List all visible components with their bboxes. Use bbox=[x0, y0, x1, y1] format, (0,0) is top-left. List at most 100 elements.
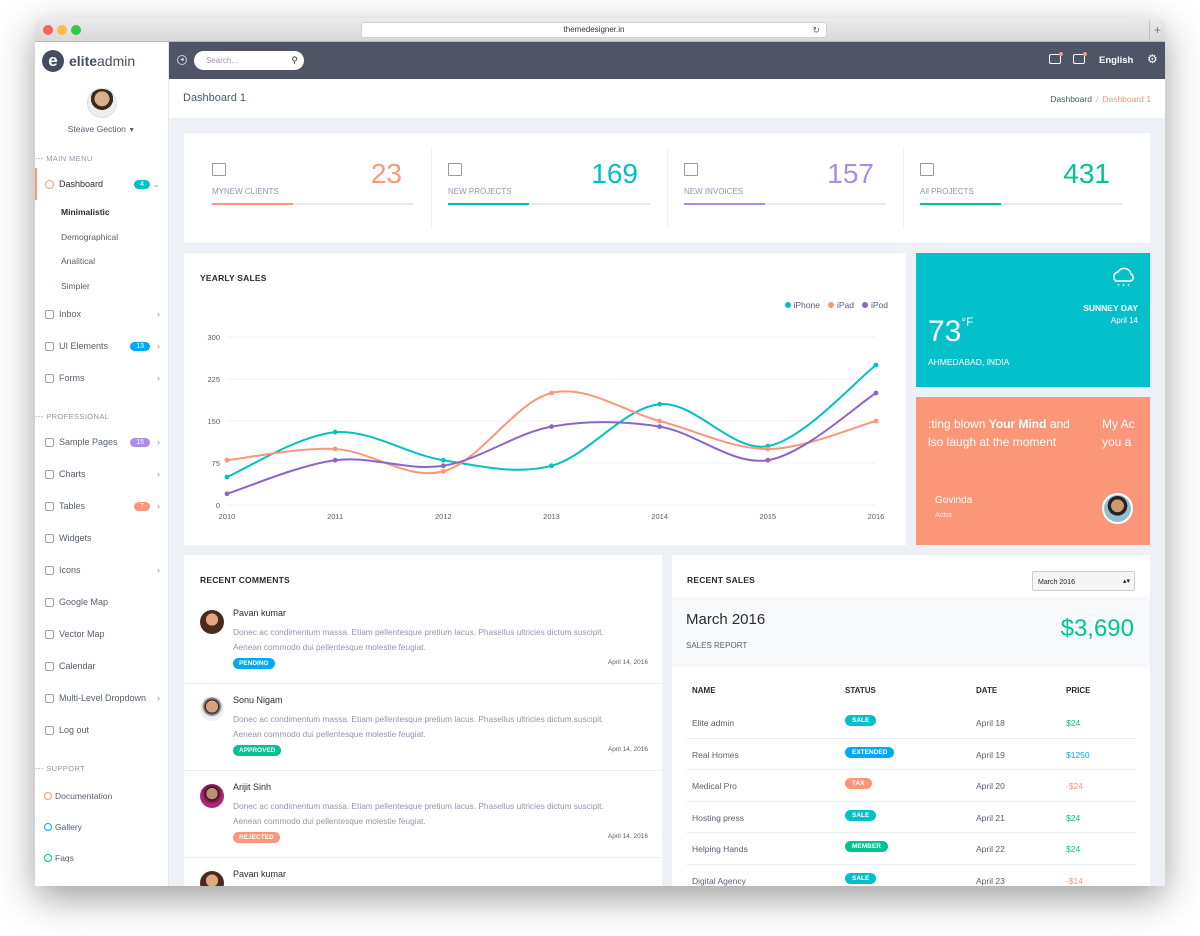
sidebar-item-forms[interactable]: Forms › bbox=[35, 362, 168, 394]
sidebar-item-ui-elements[interactable]: UI Elements 13 › bbox=[35, 330, 168, 362]
chart-legend: iPhone iPad iPod bbox=[784, 300, 888, 310]
sidebar-item-documentation[interactable]: Documentation bbox=[35, 780, 168, 811]
user-menu[interactable]: Steave Gection ▼ bbox=[67, 124, 136, 134]
stat-value: 157 bbox=[827, 158, 874, 189]
map-pin-icon bbox=[45, 629, 54, 639]
sidebar-item-tables[interactable]: Tables 7 › bbox=[35, 490, 168, 522]
stat-progress bbox=[920, 203, 1001, 205]
weather-temp: 73°F bbox=[928, 315, 974, 348]
weather-date: April 14 bbox=[1110, 316, 1138, 325]
reload-icon[interactable]: ↻ bbox=[812, 25, 820, 35]
forms-icon bbox=[45, 373, 54, 383]
col-header-status[interactable]: STATUS bbox=[845, 686, 876, 695]
x-tick-label: 2010 bbox=[219, 512, 236, 521]
sidebar-item-calendar[interactable]: Calendar bbox=[35, 650, 168, 682]
gear-icon[interactable]: ⚙ bbox=[1147, 52, 1158, 66]
y-tick-label: 75 bbox=[212, 459, 220, 468]
sidebar-item-multi-level[interactable]: Multi-Level Dropdown › bbox=[35, 682, 168, 714]
data-point-ipod bbox=[440, 463, 446, 469]
clipboard-icon bbox=[448, 163, 462, 176]
close-window-button[interactable] bbox=[43, 25, 53, 35]
stat-all-projects: All PROJECTS 431 bbox=[892, 133, 1128, 243]
legend-iphone[interactable]: iPhone bbox=[784, 300, 820, 310]
tables-icon bbox=[45, 501, 54, 511]
layers-icon bbox=[45, 693, 54, 703]
sidebar-item-dashboard[interactable]: Dashboard 4 ⌄ bbox=[35, 168, 168, 200]
y-tick-label: 0 bbox=[216, 501, 220, 510]
col-header-date[interactable]: DATE bbox=[976, 686, 998, 695]
sidebar-item-google-map[interactable]: Google Map bbox=[35, 586, 168, 618]
stat-value: 169 bbox=[591, 158, 638, 189]
section-main-menu: MAIN MENU bbox=[35, 154, 168, 164]
sidebar-sub-simpler[interactable]: Simpler bbox=[61, 280, 90, 291]
table-row[interactable]: Real Homes EXTENDED April 19 $1250 bbox=[686, 739, 1136, 770]
comment-item: Pavan kumar Donec ac condimentum massa. … bbox=[184, 597, 662, 684]
table-row[interactable]: Helping Hands MEMBER April 22 $24 bbox=[686, 833, 1136, 865]
avatar bbox=[200, 697, 224, 721]
sidebar-item-vector-map[interactable]: Vector Map bbox=[35, 618, 168, 650]
mail-icon[interactable] bbox=[1049, 52, 1063, 64]
sale-date: April 22 bbox=[976, 844, 1005, 854]
chevron-right-icon: › bbox=[157, 565, 160, 575]
sale-price: $1250 bbox=[1066, 749, 1090, 760]
table-row[interactable]: Elite admin SALE April 18 $24 bbox=[686, 707, 1136, 739]
comment-text: Donec ac condimentum massa. Etiam pellen… bbox=[233, 714, 604, 739]
quote-line-2: lso laugh at the moment bbox=[928, 435, 1057, 449]
logo[interactable]: e eliteadmin bbox=[35, 42, 168, 79]
y-tick-label: 150 bbox=[207, 417, 220, 426]
minimize-window-button[interactable] bbox=[57, 25, 67, 35]
quote-author: Govinda bbox=[935, 495, 973, 506]
language-selector[interactable]: English bbox=[1099, 55, 1134, 66]
breadcrumb-home[interactable]: Dashboard bbox=[1050, 94, 1092, 104]
user-avatar[interactable] bbox=[86, 88, 117, 118]
data-point-ipad bbox=[549, 390, 554, 396]
sidebar-toggle-icon[interactable]: ◂ bbox=[177, 55, 187, 65]
top-navbar: ◂ Search... ⚲ English ⚙ bbox=[169, 42, 1165, 79]
sidebar-sub-minimalistic[interactable]: Minimalistic bbox=[61, 207, 110, 218]
zoom-window-button[interactable] bbox=[71, 25, 81, 35]
sale-name: Real Homes bbox=[692, 749, 739, 760]
sidebar-item-logout[interactable]: Log out bbox=[35, 714, 168, 746]
data-point-iphone bbox=[332, 429, 338, 435]
data-point-ipad bbox=[440, 469, 446, 474]
widgets-icon bbox=[45, 533, 54, 543]
status-badge: PENDING bbox=[233, 658, 275, 669]
breadcrumb-current: Dashboard 1 bbox=[1102, 94, 1151, 104]
sidebar-item-gallery[interactable]: Gallery bbox=[35, 811, 168, 842]
document-icon bbox=[684, 163, 698, 176]
chevron-right-icon: › bbox=[157, 341, 160, 351]
legend-ipod[interactable]: iPod bbox=[861, 300, 888, 310]
sidebar-item-faqs[interactable]: Faqs bbox=[35, 842, 168, 873]
sale-price: $24 bbox=[1066, 812, 1081, 823]
sidebar-item-icons[interactable]: Icons › bbox=[35, 554, 168, 586]
comment-date: April 14, 2016 bbox=[607, 833, 648, 840]
x-tick-label: 2015 bbox=[759, 512, 776, 521]
stat-progress bbox=[684, 203, 765, 205]
table-row[interactable]: Medical Pro TAX April 20 -$24 bbox=[686, 770, 1136, 802]
col-header-name[interactable]: NAME bbox=[692, 686, 716, 695]
new-tab-button[interactable]: + bbox=[1149, 20, 1165, 40]
table-row[interactable]: Hosting press SALE April 21 $24 bbox=[686, 802, 1136, 833]
comment-text: Donec ac condimentum massa. Etiam pellen… bbox=[233, 801, 604, 826]
search-input[interactable]: Search... ⚲ bbox=[194, 51, 304, 70]
stat-label: NEW INVOICES bbox=[684, 187, 744, 196]
sidebar-item-inbox[interactable]: Inbox › bbox=[35, 298, 168, 330]
data-point-ipad bbox=[224, 457, 230, 463]
legend-ipad[interactable]: iPad bbox=[827, 300, 854, 310]
browser-window: themedesigner.in ↻ + e eliteadmin Steave … bbox=[35, 18, 1165, 886]
comment-date: April 14, 2016 bbox=[607, 746, 648, 753]
sidebar-sub-demographical[interactable]: Demographical bbox=[61, 231, 119, 242]
sidebar-item-widgets[interactable]: Widgets bbox=[35, 522, 168, 554]
address-bar[interactable]: themedesigner.in ↻ bbox=[361, 22, 827, 38]
sidebar-sub-analitical[interactable]: Analitical bbox=[61, 256, 96, 267]
ui-elements-icon bbox=[45, 341, 54, 351]
month-select[interactable]: March 2016 ▴▾ bbox=[1032, 571, 1135, 591]
stat-value: 23 bbox=[370, 158, 402, 189]
table-row[interactable]: Digital Agency SALE April 23 -$14 bbox=[686, 865, 1136, 887]
caret-down-icon: ▼ bbox=[128, 127, 136, 134]
sidebar-item-charts[interactable]: Charts › bbox=[35, 458, 168, 490]
edit-icon[interactable] bbox=[1073, 52, 1087, 64]
sidebar-item-sample-pages[interactable]: Sample Pages 15 › bbox=[35, 426, 168, 458]
col-header-price[interactable]: PRICE bbox=[1066, 686, 1091, 695]
search-icon[interactable]: ⚲ bbox=[291, 55, 298, 65]
